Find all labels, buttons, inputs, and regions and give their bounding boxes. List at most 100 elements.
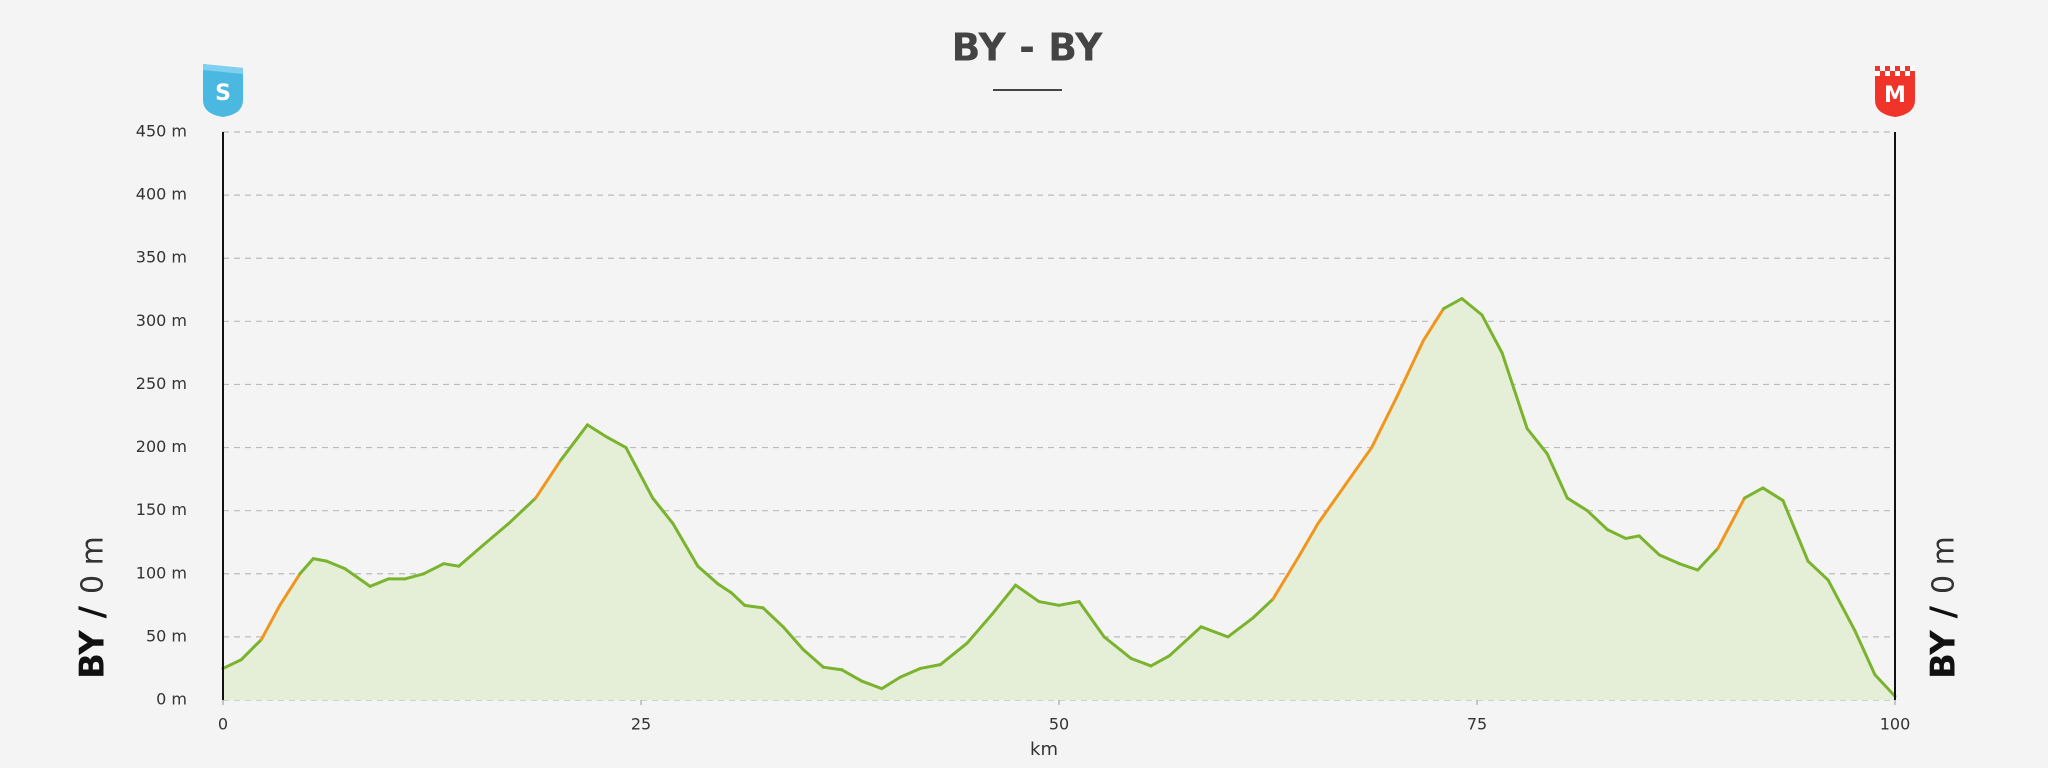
elevation-segment [1129, 656, 1153, 668]
y-tick-label: 50 m [146, 626, 187, 645]
elevation-segment [1251, 597, 1275, 620]
y-tick-label: 350 m [136, 248, 187, 267]
elevation-segment [422, 562, 446, 576]
start-flag [203, 64, 243, 74]
elevation-segment [1585, 509, 1609, 532]
elevation-segment [860, 679, 884, 691]
elevation-segment [1316, 483, 1347, 525]
elevation-segment [1873, 673, 1897, 698]
elevation-segment [1545, 452, 1569, 500]
elevation-segment [1199, 625, 1230, 639]
elevation-segment [840, 668, 864, 683]
elevation-segment [1226, 616, 1255, 639]
elevation-segment [821, 665, 844, 672]
elevation-segment [221, 658, 243, 670]
elevation-segment [239, 637, 263, 662]
finish-label: BY / 0 m [1924, 536, 1964, 679]
y-tick-label: 450 m [136, 122, 187, 141]
elevation-segment [585, 423, 610, 439]
elevation-segment [1677, 562, 1700, 572]
start-marker: S [203, 64, 243, 117]
elevation-segment [1370, 395, 1399, 450]
elevation-segment [1298, 521, 1320, 557]
start-marker-text: S [215, 81, 231, 106]
elevation-segment [457, 544, 484, 568]
x-tick-label: 100 [1880, 715, 1911, 734]
elevation-segment [1500, 351, 1529, 431]
elevation-segment [534, 458, 563, 500]
y-tick-label: 300 m [136, 311, 187, 330]
elevation-segment [651, 496, 675, 525]
elevation-segment [343, 567, 372, 588]
elevation-segment [1624, 534, 1641, 540]
elevation-segment [1037, 600, 1061, 607]
elevation-segment [1781, 499, 1810, 563]
elevation-segment [1480, 313, 1504, 355]
elevation-segment [1395, 338, 1425, 399]
elevation-segment [1460, 297, 1484, 317]
elevation-segment [298, 557, 315, 576]
elevation-segment [1057, 600, 1081, 607]
elevation-segment [1442, 297, 1464, 311]
finish-elevation: 0 m [1927, 536, 1962, 594]
y-tick-label: 250 m [136, 374, 187, 393]
start-elevation: 0 m [76, 536, 111, 594]
elevation-segment [671, 521, 700, 568]
elevation-segment [1525, 427, 1549, 456]
finish-shield [1875, 66, 1915, 117]
elevation-segment [716, 582, 733, 595]
x-tick-label: 0 [218, 715, 228, 734]
finish-checker [1875, 66, 1915, 76]
elevation-segment [801, 648, 825, 669]
elevation-segment [1806, 559, 1830, 582]
elevation-segment [898, 666, 922, 679]
start-label: BY / 0 m [73, 536, 113, 679]
elevation-segment [311, 557, 329, 563]
elevation-segment [507, 496, 538, 525]
elevation-segment [1761, 486, 1785, 503]
x-tick-label: 50 [1049, 715, 1069, 734]
y-tick-label: 100 m [136, 563, 187, 582]
elevation-segment [743, 603, 765, 610]
elevation-segment [1853, 629, 1877, 677]
elevation-area [223, 298, 1895, 700]
chart-title: BY - BY [951, 26, 1103, 70]
finish-place: BY / [1924, 605, 1964, 679]
elevation-segment [781, 625, 805, 652]
elevation-segment [559, 423, 589, 462]
y-tick-label: 0 m [156, 690, 187, 709]
elevation-segment [259, 603, 282, 641]
elevation-segment [278, 572, 302, 607]
elevation-segment [480, 521, 511, 548]
elevation-segment [729, 591, 747, 607]
elevation-segment [918, 663, 942, 670]
elevation-segment [990, 583, 1018, 616]
elevation-segment [403, 572, 426, 581]
elevation-segment [442, 562, 461, 568]
elevation-segment [1657, 553, 1681, 566]
elevation-segment [1716, 496, 1747, 551]
elevation-segment [325, 559, 347, 571]
elevation-segment [761, 606, 785, 629]
y-tick-label: 400 m [136, 185, 187, 204]
x-axis-label: km [1030, 739, 1058, 760]
elevation-segment [1014, 583, 1041, 604]
elevation-segment [965, 612, 994, 645]
elevation-segment [1421, 307, 1446, 342]
elevation-segment [1271, 553, 1302, 601]
elevation-segment [1743, 486, 1765, 500]
elevation-segment [606, 435, 628, 450]
start-place: BY / [73, 605, 113, 679]
elevation-segment [1167, 625, 1203, 658]
elevation-segment [1565, 496, 1589, 513]
x-tick-label: 25 [631, 715, 651, 734]
elevation-segment [1637, 534, 1661, 557]
elevation-segment [624, 446, 655, 500]
y-tick-label: 150 m [136, 500, 187, 519]
elevation-segment [1696, 547, 1720, 572]
elevation-segment [938, 641, 969, 667]
elevation-segment [1149, 654, 1171, 668]
start-shield [203, 64, 243, 117]
finish-marker: M [1875, 66, 1915, 117]
